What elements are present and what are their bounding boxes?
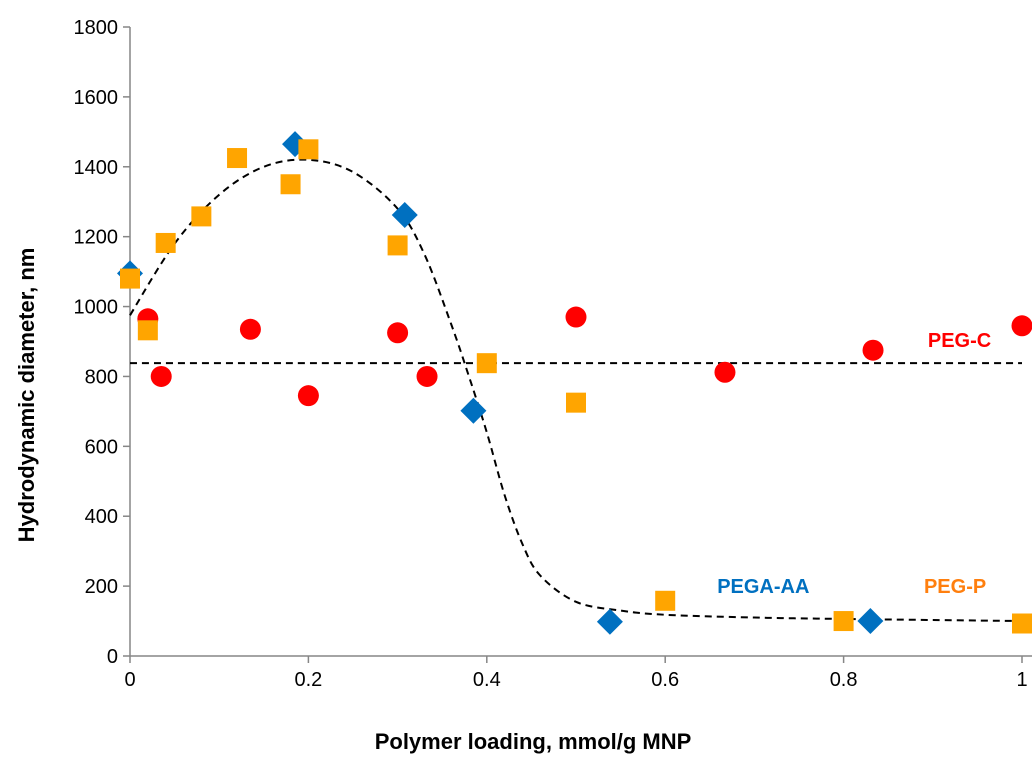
pega-aa-point: [460, 397, 487, 424]
series-labels: PEG-C PEGA-AA PEG-P: [717, 330, 991, 598]
series-label-peg-p: PEG-P: [924, 576, 986, 598]
y-tick-label: 600: [85, 436, 118, 458]
peg-c-point: [239, 318, 261, 340]
x-tick-label: 0.8: [830, 669, 858, 691]
peg-p-point: [1012, 613, 1032, 634]
y-axis-ticks: 0 200 400 600 800 1000 1200 1400 1600 1800: [74, 17, 130, 668]
y-tick-label: 1400: [74, 157, 119, 179]
trendlines: [129, 158, 1023, 623]
peg-c-point: [387, 322, 409, 344]
peg-p-point: [155, 232, 176, 253]
pega-aa-point: [391, 202, 418, 229]
peg-p-point: [120, 268, 140, 289]
peg-p-point: [280, 174, 301, 195]
y-tick-label: 1800: [74, 17, 119, 39]
peg-p-point: [137, 320, 158, 341]
y-tick-label: 200: [85, 576, 118, 598]
series-label-peg-c: PEG-C: [928, 330, 991, 352]
pega-aa-point: [596, 608, 623, 635]
peg-c-point: [416, 365, 438, 387]
y-tick-label: 0: [107, 646, 118, 668]
x-tick-label: 0.6: [651, 669, 679, 691]
data-points: [117, 131, 1032, 635]
peg-p-point: [191, 206, 212, 227]
peg-p-point: [833, 611, 854, 632]
x-tick-label: 0: [124, 669, 135, 691]
peg-p-point: [476, 353, 497, 374]
peg-c-point: [150, 365, 172, 387]
peg-p-point: [227, 148, 248, 169]
y-tick-label: 400: [85, 506, 118, 528]
x-axis-ticks: 0 0.2 0.4 0.6 0.8 1: [124, 656, 1028, 691]
y-tick-label: 1600: [74, 87, 119, 109]
y-tick-label: 1200: [74, 227, 119, 249]
peg-p-point: [566, 392, 586, 413]
pega-aa-point: [857, 608, 884, 635]
peg-p-point: [298, 139, 319, 160]
x-tick-label: 0.2: [294, 669, 322, 691]
y-tick-label: 1000: [74, 297, 119, 319]
x-axis-title: Polymer loading, mmol/g MNP: [375, 729, 692, 754]
x-tick-label: 0.4: [473, 669, 501, 691]
fit-curve: [129, 158, 1023, 623]
peg-c-point: [714, 361, 736, 383]
peg-c-point: [297, 385, 319, 407]
peg-p-point: [387, 235, 408, 256]
peg-c-point: [1011, 315, 1032, 337]
series-label-pega-aa: PEGA-AA: [717, 576, 809, 598]
peg-p-point: [655, 590, 676, 611]
plot-area: [129, 27, 1032, 657]
peg-c-point: [565, 306, 587, 328]
y-axis-title: Hydrodynamic diameter, nm: [14, 248, 39, 543]
x-tick-label: 1: [1016, 669, 1027, 691]
peg-c-point: [862, 339, 884, 361]
y-tick-label: 800: [85, 366, 118, 388]
